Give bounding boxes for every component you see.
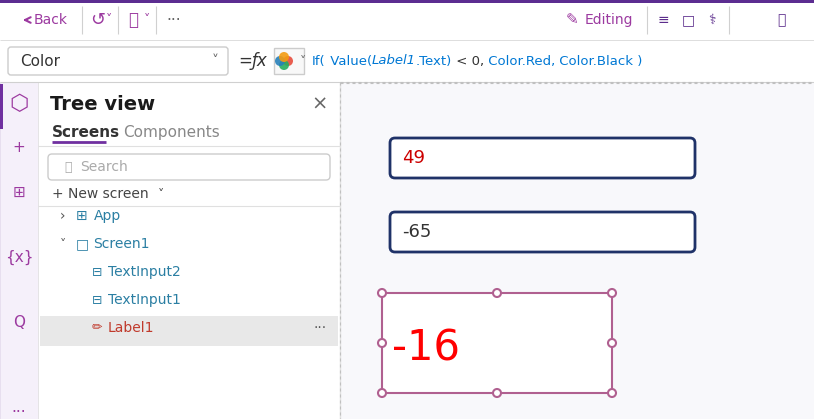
Circle shape bbox=[608, 289, 616, 297]
Text: ✎: ✎ bbox=[566, 13, 579, 28]
Text: Components: Components bbox=[123, 124, 220, 140]
Text: 🔍: 🔍 bbox=[64, 160, 72, 173]
Text: □: □ bbox=[76, 237, 89, 251]
Text: Search: Search bbox=[80, 160, 128, 174]
Text: TextInput2: TextInput2 bbox=[108, 265, 181, 279]
Circle shape bbox=[279, 52, 289, 62]
Text: ˅: ˅ bbox=[60, 238, 66, 251]
Text: Color.Red,: Color.Red, bbox=[484, 54, 555, 67]
Text: ˅: ˅ bbox=[212, 54, 219, 68]
Text: ˅: ˅ bbox=[106, 13, 112, 26]
Text: Label1: Label1 bbox=[372, 54, 416, 67]
Bar bbox=[38, 82, 340, 419]
Bar bbox=[341, 83, 814, 419]
Text: ···: ··· bbox=[166, 13, 181, 28]
Text: 49: 49 bbox=[402, 149, 425, 167]
Circle shape bbox=[275, 56, 285, 66]
Text: ˅: ˅ bbox=[144, 13, 151, 26]
Text: Q: Q bbox=[13, 315, 25, 329]
FancyBboxPatch shape bbox=[8, 47, 228, 75]
Circle shape bbox=[378, 389, 386, 397]
Text: ×: × bbox=[312, 95, 328, 114]
Text: ˅: ˅ bbox=[300, 54, 306, 67]
Text: .Text): .Text) bbox=[416, 54, 452, 67]
FancyBboxPatch shape bbox=[390, 138, 695, 178]
Text: ⊞: ⊞ bbox=[76, 209, 88, 223]
Text: ≡: ≡ bbox=[658, 13, 669, 27]
Text: Color: Color bbox=[20, 54, 60, 68]
Bar bbox=[274, 48, 304, 74]
Text: ƒx: ƒx bbox=[252, 52, 268, 70]
Circle shape bbox=[608, 389, 616, 397]
Text: If(: If( bbox=[312, 54, 326, 67]
Bar bbox=[0, 0, 814, 40]
Text: =: = bbox=[238, 52, 252, 70]
Bar bbox=[0, 84, 3, 129]
Text: ···: ··· bbox=[11, 404, 26, 419]
Circle shape bbox=[608, 339, 616, 347]
Text: ˅: ˅ bbox=[158, 187, 164, 201]
Bar bbox=[0, 40, 814, 82]
Text: Screens: Screens bbox=[52, 124, 120, 140]
Text: ⚕: ⚕ bbox=[708, 13, 716, 27]
Circle shape bbox=[279, 60, 289, 70]
Text: ⊞: ⊞ bbox=[13, 184, 25, 199]
Circle shape bbox=[378, 289, 386, 297]
Text: Tree view: Tree view bbox=[50, 95, 155, 114]
Text: ⧉: ⧉ bbox=[128, 11, 138, 29]
Text: + New screen: + New screen bbox=[52, 187, 149, 201]
Text: < 0,: < 0, bbox=[452, 54, 484, 67]
Text: Label1: Label1 bbox=[108, 321, 155, 335]
Text: Back: Back bbox=[34, 13, 68, 27]
Text: Editing: Editing bbox=[584, 13, 633, 27]
Text: ✏: ✏ bbox=[92, 321, 103, 334]
Text: +: + bbox=[13, 140, 25, 155]
Text: □: □ bbox=[681, 13, 694, 27]
Text: -16: -16 bbox=[392, 327, 460, 369]
Bar bbox=[340, 82, 814, 419]
Text: Value(: Value( bbox=[326, 54, 372, 67]
Text: Color.Black ): Color.Black ) bbox=[555, 54, 643, 67]
Text: ›: › bbox=[60, 209, 65, 223]
Text: ⊟: ⊟ bbox=[92, 293, 103, 307]
FancyBboxPatch shape bbox=[382, 293, 612, 393]
Text: ···: ··· bbox=[313, 321, 326, 335]
Text: ⧉: ⧉ bbox=[777, 13, 786, 27]
Circle shape bbox=[493, 389, 501, 397]
Text: ⬡: ⬡ bbox=[9, 94, 28, 114]
Bar bbox=[40, 316, 338, 346]
Bar bbox=[0, 0, 814, 3]
Circle shape bbox=[493, 289, 501, 297]
Text: ↺: ↺ bbox=[90, 11, 105, 29]
Text: TextInput1: TextInput1 bbox=[108, 293, 181, 307]
Bar bbox=[0, 82, 38, 419]
Text: -65: -65 bbox=[402, 223, 431, 241]
Circle shape bbox=[378, 339, 386, 347]
Text: Screen1: Screen1 bbox=[93, 237, 150, 251]
FancyBboxPatch shape bbox=[48, 154, 330, 180]
Text: App: App bbox=[94, 209, 121, 223]
Text: {x}: {x} bbox=[5, 249, 33, 265]
FancyBboxPatch shape bbox=[390, 212, 695, 252]
Circle shape bbox=[283, 56, 293, 66]
Text: ⊟: ⊟ bbox=[92, 266, 103, 279]
